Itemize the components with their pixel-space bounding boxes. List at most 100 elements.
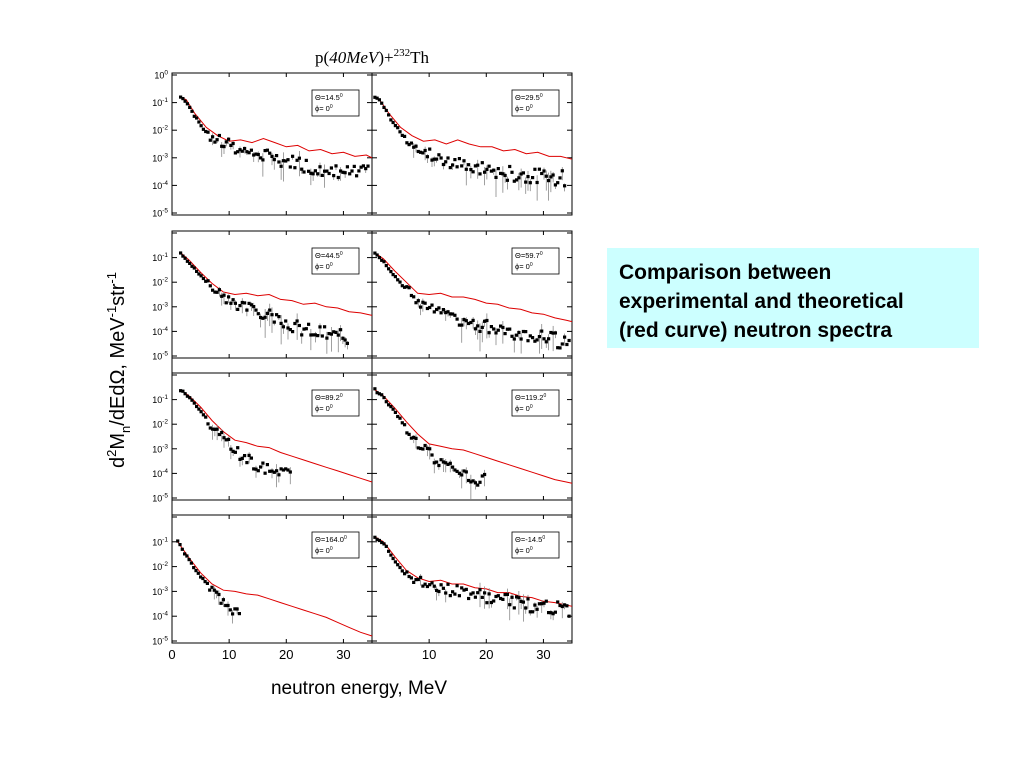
data-point — [476, 324, 480, 328]
data-point — [181, 254, 185, 258]
data-point — [238, 457, 242, 461]
data-point — [553, 183, 557, 187]
data-point — [464, 319, 468, 323]
data-point — [336, 333, 340, 337]
data-point — [428, 447, 432, 451]
data-point — [524, 606, 528, 610]
data-point — [542, 169, 546, 173]
data-point — [220, 144, 224, 148]
data-point — [553, 331, 557, 335]
data-point — [563, 184, 567, 188]
data-point — [414, 144, 418, 148]
data-point — [343, 338, 347, 342]
data-point — [384, 108, 388, 113]
data-point — [231, 141, 235, 146]
data-point — [206, 422, 210, 426]
data-point — [233, 301, 237, 305]
data-point — [204, 129, 208, 134]
data-point — [183, 392, 187, 396]
data-point — [448, 594, 452, 598]
data-point — [256, 152, 260, 157]
data-point — [179, 95, 183, 99]
angle-theta-label: Θ=44.50 — [315, 251, 343, 260]
data-point — [489, 325, 493, 329]
data-point — [547, 337, 551, 341]
data-point — [451, 465, 455, 469]
data-point — [389, 553, 393, 557]
data-point — [302, 327, 306, 331]
data-point — [391, 273, 395, 277]
data-point — [195, 116, 199, 120]
y-tick-base: 10 — [152, 562, 162, 572]
y-tick-label: 10-5 — [152, 208, 168, 219]
angle-theta-sup: 0 — [344, 535, 347, 541]
data-point — [501, 325, 505, 330]
data-point — [462, 469, 466, 473]
data-point — [435, 588, 439, 592]
data-point — [515, 595, 519, 599]
data-point — [510, 334, 514, 338]
data-point — [270, 313, 274, 317]
y-tick-label: 10-3 — [152, 586, 168, 597]
data-point — [528, 181, 532, 185]
data-point — [380, 393, 384, 397]
y-tick-base: 10 — [152, 327, 162, 337]
x-tick-label: 20 — [479, 647, 493, 662]
y-tick-label: 10-5 — [152, 351, 168, 362]
angle-phi-label: ϕ= 00 — [515, 104, 533, 113]
data-point — [496, 594, 500, 598]
angle-phi-value: ϕ= 0 — [515, 104, 530, 113]
data-point — [496, 167, 500, 171]
angle-phi-label: ϕ= 00 — [315, 262, 333, 271]
data-point — [528, 610, 532, 614]
data-point — [213, 427, 217, 431]
data-point — [537, 167, 541, 171]
data-point — [419, 150, 423, 154]
data-point — [211, 427, 215, 431]
data-point — [313, 333, 317, 337]
data-point — [217, 133, 221, 138]
data-point — [478, 588, 482, 592]
data-point — [455, 317, 459, 321]
data-point — [213, 290, 217, 294]
data-point — [261, 158, 265, 162]
data-point — [444, 311, 448, 315]
data-point — [279, 467, 283, 471]
data-point — [503, 332, 507, 336]
data-point — [240, 300, 244, 305]
title-part: )+ — [378, 48, 393, 67]
data-point — [199, 410, 203, 414]
data-point — [423, 301, 427, 305]
data-point — [313, 169, 317, 173]
data-point — [387, 113, 391, 117]
data-point — [519, 337, 523, 341]
data-point — [460, 164, 464, 168]
angle-theta-value: Θ=-14.5 — [515, 535, 542, 544]
data-point — [179, 389, 183, 393]
data-point — [359, 165, 363, 169]
data-point — [492, 327, 496, 331]
data-point — [231, 449, 235, 453]
angle-phi-label: ϕ= 00 — [315, 404, 333, 413]
data-point — [519, 599, 523, 603]
data-point — [457, 594, 461, 598]
data-point — [430, 581, 434, 585]
data-point — [563, 603, 567, 607]
data-point — [478, 172, 482, 176]
data-point — [400, 421, 404, 425]
angle-phi-sup: 0 — [530, 546, 533, 552]
data-point — [501, 172, 505, 176]
data-point — [544, 340, 548, 344]
data-point — [320, 334, 324, 338]
data-point — [201, 576, 205, 581]
data-point — [531, 610, 535, 614]
data-point — [217, 288, 221, 292]
data-point — [425, 155, 429, 159]
data-point — [428, 305, 432, 310]
data-point — [492, 168, 496, 172]
data-point — [547, 179, 551, 183]
y-tick-base: 10 — [152, 420, 162, 430]
data-point — [455, 469, 459, 473]
data-point — [405, 431, 409, 435]
data-point — [375, 391, 379, 395]
